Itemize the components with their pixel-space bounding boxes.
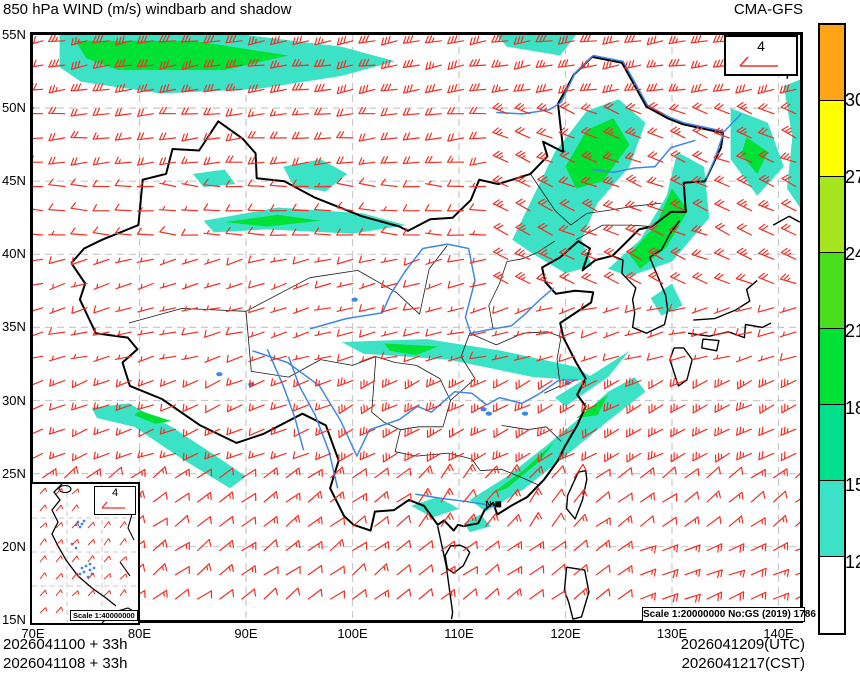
page-title: 850 hPa WIND (m/s) windbarb and shadow bbox=[3, 1, 292, 18]
x-axis-label-110E: 110E bbox=[444, 626, 474, 641]
colorbar-segment-5 bbox=[820, 405, 844, 481]
barb-legend-box: 4 bbox=[724, 35, 798, 76]
wind-shadow-layer bbox=[59, 35, 800, 533]
colorbar-label-18: 18 bbox=[845, 398, 860, 418]
y-axis-label-55N: 55N bbox=[2, 27, 26, 42]
x-axis-label-100E: 100E bbox=[337, 626, 368, 641]
y-axis-label-50N: 50N bbox=[2, 100, 26, 116]
urban-area-marker: N bbox=[486, 500, 502, 509]
valid-time-cst: 2026041217(CST) bbox=[681, 655, 805, 672]
y-axis-label-30N: 30N bbox=[2, 392, 26, 408]
y-axis-label-35N: 35N bbox=[2, 319, 26, 335]
map-scale-note: Scale 1:20000000 No:GS (2019) 1786 bbox=[642, 607, 816, 622]
x-axis-label-80E: 80E bbox=[127, 626, 152, 641]
barb-legend-value: 4 bbox=[757, 38, 765, 54]
y-axis-label-45N: 45N bbox=[2, 173, 26, 189]
x-axis-label-140E: 140E bbox=[763, 626, 794, 641]
svg-text:N: N bbox=[486, 500, 492, 509]
x-axis-label-120E: 120E bbox=[550, 626, 581, 641]
colorbar-segment-6 bbox=[820, 481, 844, 557]
y-axis-label-20N: 20N bbox=[2, 538, 26, 554]
inset-barb-legend-value: 4 bbox=[111, 487, 119, 499]
river-layer bbox=[216, 54, 742, 508]
colorbar-label-15: 15 bbox=[845, 475, 860, 495]
run-time-line2: 2026041108 + 33h bbox=[3, 655, 128, 672]
valid-time-utc: 2026041209(UTC) bbox=[680, 636, 805, 653]
colorbar-segment-0 bbox=[820, 25, 844, 101]
inset-scale-note: Scale 1:40000000 bbox=[70, 610, 138, 621]
colorbar-label-30: 30 bbox=[845, 90, 860, 110]
colorbar bbox=[818, 23, 846, 635]
colorbar-segment-1 bbox=[820, 101, 844, 177]
colorbar-label-24: 24 bbox=[845, 244, 860, 264]
inset-barb-legend-icon bbox=[101, 501, 125, 509]
x-axis-label-90E: 90E bbox=[234, 626, 258, 641]
y-axis-label-40N: 40N bbox=[2, 246, 26, 262]
coastline-layer bbox=[70, 35, 800, 620]
y-axis-label-15N: 15N bbox=[2, 611, 26, 627]
y-axis-label-25N: 25N bbox=[2, 465, 26, 481]
run-time-line1: 2026041100 + 33h bbox=[3, 636, 128, 653]
wind-barbs-layer bbox=[33, 35, 800, 603]
model-label: CMA-GFS bbox=[733, 1, 803, 18]
colorbar-label-12: 12 bbox=[845, 552, 860, 572]
colorbar-label-27: 27 bbox=[845, 167, 860, 187]
inset-map-canvas bbox=[32, 484, 138, 623]
colorbar-segment-4 bbox=[820, 329, 844, 405]
colorbar-label-21: 21 bbox=[845, 321, 860, 341]
x-axis-label-130E: 130E bbox=[656, 626, 688, 641]
colorbar-segment-2 bbox=[820, 177, 844, 253]
inset-barb-legend-box: 4 bbox=[94, 486, 136, 515]
barb-legend-icon bbox=[739, 56, 778, 67]
colorbar-segment-7 bbox=[820, 557, 844, 633]
map-frame: N 4 bbox=[30, 32, 803, 623]
south-china-sea-inset: 4 Scale 1:40000000 bbox=[30, 482, 140, 625]
x-axis-label-70E: 70E bbox=[21, 626, 45, 641]
map-canvas: N bbox=[33, 35, 800, 620]
colorbar-segment-3 bbox=[820, 253, 844, 329]
